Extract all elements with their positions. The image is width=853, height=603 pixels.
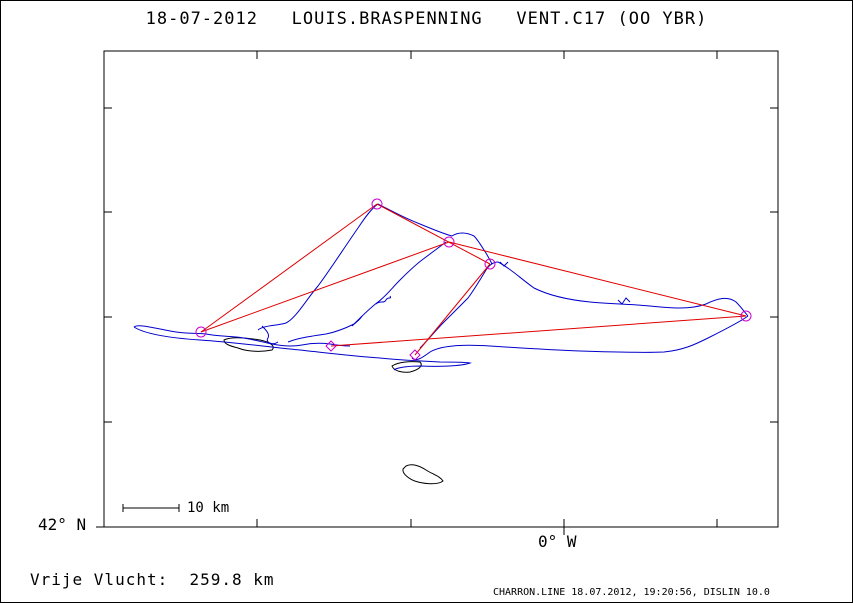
turnpoint-diamond-south: [409, 349, 421, 361]
task-line-5: [330, 315, 747, 347]
track-wiggle-5: [499, 261, 509, 267]
turnpoint-east-inner: [484, 258, 496, 270]
flight-track: [133, 203, 749, 371]
track-climb-1: [257, 203, 379, 331]
turnpoint-start: [195, 326, 207, 338]
turnpoint-east: [740, 310, 752, 322]
top-ticks: [103, 51, 718, 59]
task-lines: [200, 203, 747, 356]
task-line-4: [448, 241, 747, 317]
turnpoint-north: [371, 198, 383, 210]
chart-title: 18-07-2012 LOUIS.BRASPENNING VENT.C17 (O…: [145, 9, 708, 29]
terrain-coast: [391, 361, 422, 373]
right-ticks: [770, 107, 778, 423]
turnpoints: [195, 198, 752, 361]
terrain-island-large: [223, 337, 274, 352]
left-ticks: [96, 107, 112, 528]
task-line-1: [200, 203, 378, 333]
track-leg-1: [377, 203, 493, 265]
turnpoint-center: [443, 236, 455, 248]
track-segment-west: [133, 325, 351, 347]
track-wiggle-4: [617, 297, 631, 305]
bottom-ticks: [103, 519, 718, 535]
track-return: [411, 315, 749, 361]
scale-label: 10 km: [187, 500, 230, 516]
track-climb-3: [419, 261, 499, 349]
terrain-outlines: [223, 337, 444, 485]
latitude-label: 42° N: [38, 515, 87, 534]
track-segment-south: [133, 326, 472, 371]
turnpoint-diamond-west: [325, 340, 337, 352]
scale-bar: [122, 504, 180, 512]
track-wiggle-3: [351, 315, 363, 327]
longitude-label: 0° W: [538, 532, 577, 551]
footer-credit: CHARRON.LINE 18.07.2012, 19:20:56, DISLI…: [493, 587, 770, 598]
task-line-3: [200, 241, 450, 333]
track-climb-2: [287, 241, 447, 343]
track-wiggle-2: [375, 295, 391, 305]
terrain-island-small: [402, 464, 444, 485]
plot-frame: [103, 50, 779, 528]
track-wiggle-1: [261, 325, 279, 345]
track-leg-east: [497, 261, 749, 317]
task-line-6: [414, 263, 491, 356]
task-line-2: [376, 203, 491, 265]
free-flight-distance: Vrije Vlucht: 259.8 km: [30, 570, 275, 589]
